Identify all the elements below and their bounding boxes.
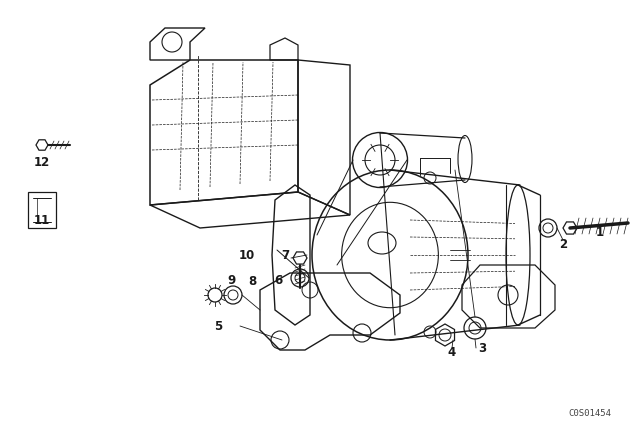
Text: 8: 8	[248, 275, 256, 288]
Text: 5: 5	[214, 319, 222, 332]
Text: 3: 3	[478, 341, 486, 354]
Text: 6: 6	[274, 273, 282, 287]
Text: 2: 2	[559, 237, 567, 250]
Text: C0S01454: C0S01454	[568, 409, 611, 418]
Text: 12: 12	[34, 155, 50, 168]
Text: 9: 9	[228, 273, 236, 287]
Text: 7: 7	[281, 249, 289, 262]
Text: 11: 11	[34, 214, 50, 227]
Text: 10: 10	[239, 249, 255, 262]
Text: 1: 1	[596, 225, 604, 238]
Text: 4: 4	[448, 345, 456, 358]
